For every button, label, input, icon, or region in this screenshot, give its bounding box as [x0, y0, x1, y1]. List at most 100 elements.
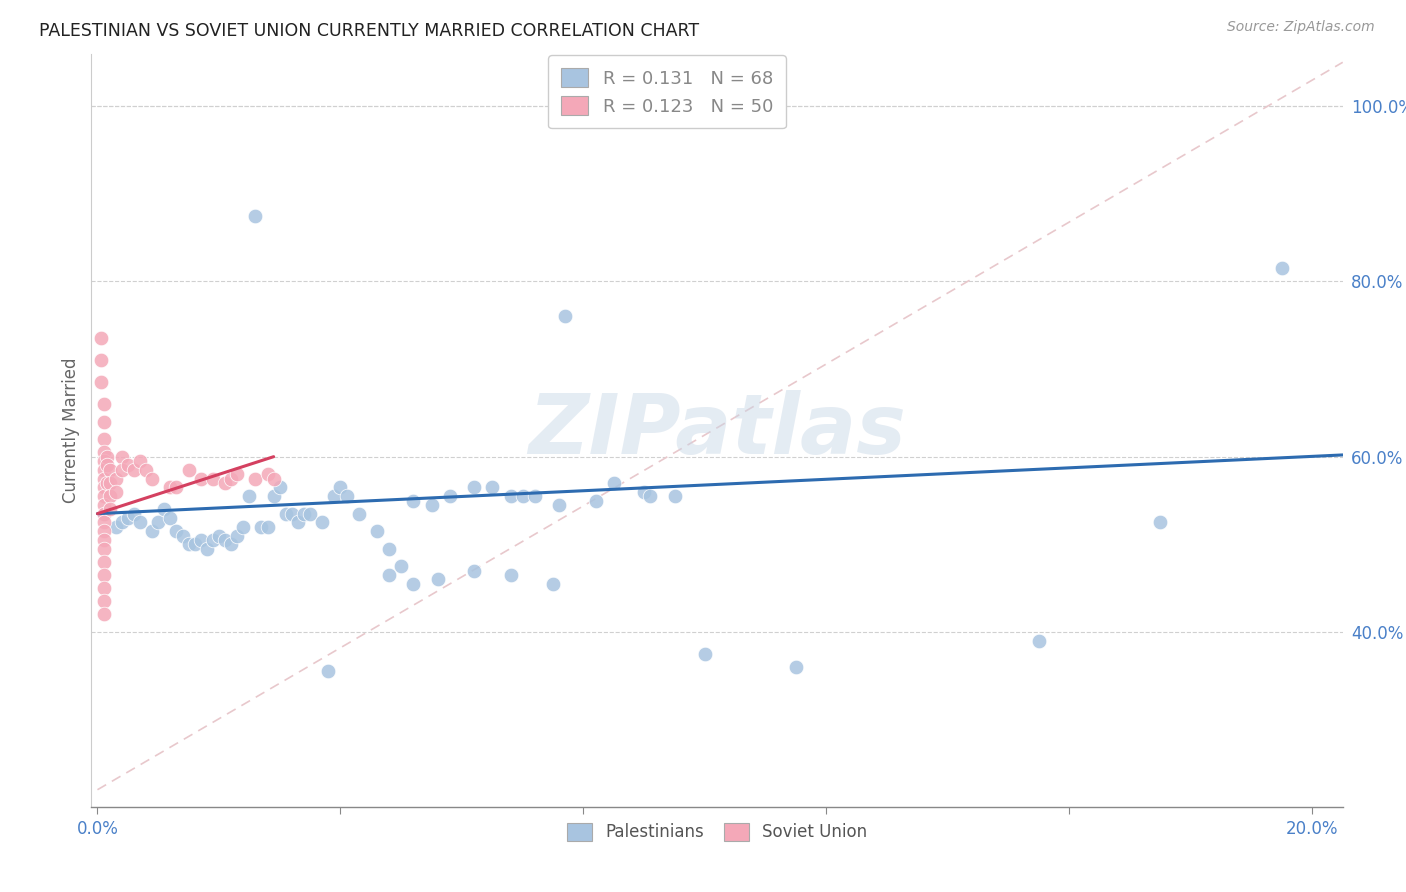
Point	[499, 489, 522, 503]
Point	[93, 463, 115, 477]
Point	[117, 458, 139, 473]
Point	[269, 480, 291, 494]
Point	[148, 516, 170, 530]
Point	[111, 450, 134, 464]
Point	[159, 511, 181, 525]
Point	[281, 507, 304, 521]
Point	[93, 432, 115, 446]
Point	[316, 665, 339, 679]
Point	[226, 528, 249, 542]
Point	[226, 467, 249, 482]
Point	[93, 507, 115, 521]
Point	[93, 516, 115, 530]
Point	[463, 480, 485, 494]
Point	[256, 520, 278, 534]
Point	[104, 484, 127, 499]
Point	[201, 533, 224, 547]
Point	[96, 458, 118, 473]
Point	[89, 331, 111, 345]
Point	[263, 472, 285, 486]
Y-axis label: Currently Married: Currently Married	[62, 358, 80, 503]
Point	[141, 524, 163, 538]
Point	[122, 507, 145, 521]
Point	[122, 463, 145, 477]
Point	[93, 415, 115, 429]
Point	[93, 555, 115, 569]
Point	[378, 568, 401, 582]
Point	[523, 489, 546, 503]
Point	[93, 581, 115, 595]
Point	[93, 445, 115, 459]
Point	[190, 533, 212, 547]
Point	[93, 568, 115, 582]
Point	[256, 467, 278, 482]
Text: Source: ZipAtlas.com: Source: ZipAtlas.com	[1227, 20, 1375, 34]
Point	[633, 484, 655, 499]
Point	[214, 475, 236, 490]
Point	[389, 559, 412, 574]
Point	[541, 576, 564, 591]
Point	[135, 463, 157, 477]
Point	[366, 524, 388, 538]
Point	[232, 520, 254, 534]
Point	[141, 472, 163, 486]
Point	[292, 507, 315, 521]
Point	[603, 475, 626, 490]
Point	[287, 516, 309, 530]
Point	[165, 524, 187, 538]
Point	[93, 607, 115, 622]
Point	[93, 524, 115, 538]
Point	[93, 533, 115, 547]
Point	[1028, 633, 1050, 648]
Point	[426, 573, 449, 587]
Text: ZIPatlas: ZIPatlas	[529, 390, 905, 471]
Point	[512, 489, 534, 503]
Point	[177, 463, 200, 477]
Point	[93, 594, 115, 608]
Point	[693, 647, 716, 661]
Legend: Palestinians, Soviet Union: Palestinians, Soviet Union	[560, 816, 875, 848]
Point	[93, 507, 115, 521]
Point	[208, 528, 231, 542]
Point	[311, 516, 333, 530]
Point	[159, 480, 181, 494]
Point	[785, 660, 807, 674]
Point	[263, 489, 285, 503]
Point	[245, 472, 267, 486]
Point	[104, 520, 127, 534]
Point	[111, 516, 134, 530]
Point	[96, 475, 118, 490]
Point	[165, 480, 187, 494]
Point	[1149, 516, 1171, 530]
Point	[378, 541, 401, 556]
Point	[129, 516, 152, 530]
Point	[402, 576, 425, 591]
Point	[93, 472, 115, 486]
Point	[93, 454, 115, 468]
Point	[1271, 261, 1294, 276]
Point	[93, 498, 115, 512]
Point	[89, 375, 111, 389]
Point	[183, 537, 205, 551]
Point	[93, 541, 115, 556]
Point	[153, 502, 176, 516]
Point	[585, 493, 607, 508]
Point	[111, 463, 134, 477]
Point	[499, 568, 522, 582]
Point	[420, 498, 443, 512]
Point	[98, 463, 121, 477]
Point	[201, 472, 224, 486]
Point	[335, 489, 357, 503]
Point	[98, 489, 121, 503]
Point	[190, 472, 212, 486]
Point	[177, 537, 200, 551]
Point	[98, 502, 121, 516]
Point	[93, 489, 115, 503]
Point	[98, 475, 121, 490]
Point	[129, 454, 152, 468]
Point	[219, 537, 242, 551]
Point	[219, 472, 242, 486]
Point	[93, 480, 115, 494]
Point	[250, 520, 273, 534]
Point	[439, 489, 461, 503]
